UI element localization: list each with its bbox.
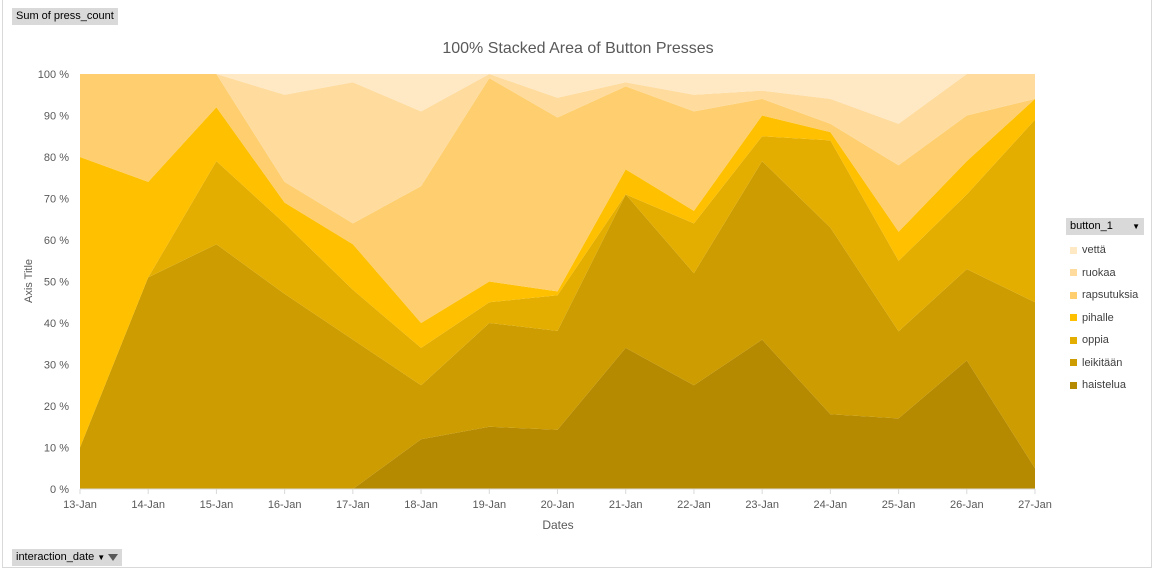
x-tick-label: 27-Jan xyxy=(1018,499,1052,511)
y-tick-label: 30 % xyxy=(44,360,69,372)
values-field-label: Sum of press_count xyxy=(16,10,114,22)
x-tick-label: 17-Jan xyxy=(336,499,370,511)
area-series-group xyxy=(80,74,1035,489)
y-tick-label: 10 % xyxy=(44,443,69,455)
y-tick-label: 70 % xyxy=(44,194,69,206)
legend-item-leikitään: leikitään xyxy=(1070,352,1138,375)
x-tick-label: 24-Jan xyxy=(814,499,848,511)
y-tick-label: 40 % xyxy=(44,318,69,330)
area-series-oppia xyxy=(80,119,1035,448)
legend-item-oppia: oppia xyxy=(1070,329,1138,352)
legend-label: vettä xyxy=(1082,244,1106,257)
filter-icon[interactable] xyxy=(108,554,119,561)
area-series-leikitään xyxy=(80,161,1035,489)
area-series-vettä xyxy=(80,74,1035,124)
legend-item-haistelua: haistelua xyxy=(1070,374,1138,397)
x-tick-label: 22-Jan xyxy=(677,499,711,511)
legend-label: rapsutuksia xyxy=(1082,289,1139,302)
y-tick-label: 90 % xyxy=(44,111,69,123)
legend-swatch xyxy=(1070,359,1077,367)
chart-legend: vettä ruokaa rapsutuksia pihalle oppia leikit… xyxy=(1070,239,1138,397)
values-field-button[interactable]: Sum of press_count xyxy=(12,8,118,25)
axes-group: 0 % 10 % 20 % 30 % 40 % 50 % 60 % 70 % 80 % 90 % 1… xyxy=(38,69,1052,511)
axis-field-button[interactable]: interaction_date ▼ xyxy=(12,549,123,566)
x-tick-label: 13-Jan xyxy=(63,499,97,511)
x-tick-label: 21-Jan xyxy=(609,499,643,511)
y-axis-title: Axis Title xyxy=(23,259,35,303)
x-tick-label: 20-Jan xyxy=(541,499,575,511)
legend-item-rapsutuksia: rapsutuksia xyxy=(1070,284,1138,307)
y-tick-label: 0 % xyxy=(50,484,69,496)
x-tick-label: 23-Jan xyxy=(745,499,779,511)
legend-field-button[interactable]: button_1 ▼ xyxy=(1066,218,1144,235)
x-tick-label: 14-Jan xyxy=(131,499,165,511)
area-series-ruokaa xyxy=(80,74,1035,224)
legend-item-ruokaa: ruokaa xyxy=(1070,262,1138,285)
x-tick-label: 18-Jan xyxy=(404,499,438,511)
legend-field-label: button_1 xyxy=(1070,220,1113,232)
x-tick-label: 19-Jan xyxy=(472,499,506,511)
x-tick-label: 26-Jan xyxy=(950,499,984,511)
y-tick-label: 80 % xyxy=(44,152,69,164)
legend-swatch xyxy=(1070,246,1077,254)
y-tick-label: 20 % xyxy=(44,401,69,413)
legend-swatch xyxy=(1070,381,1077,389)
area-series-rapsutuksia xyxy=(80,74,1035,323)
y-tick-label: 50 % xyxy=(44,277,69,289)
legend-label: haistelua xyxy=(1082,379,1127,392)
legend-swatch xyxy=(1070,336,1077,344)
legend-label: oppia xyxy=(1082,334,1109,347)
axis-field-label: interaction_date xyxy=(16,551,95,563)
legend-swatch xyxy=(1070,269,1077,277)
y-tick-label: 100 % xyxy=(38,69,69,81)
legend-label: ruokaa xyxy=(1082,266,1116,279)
legend-item-vettä: vettä xyxy=(1070,239,1138,262)
x-tick-label: 15-Jan xyxy=(200,499,234,511)
legend-label: pihalle xyxy=(1082,311,1114,324)
x-tick-label: 16-Jan xyxy=(268,499,302,511)
area-series-haistelua xyxy=(80,339,1035,489)
y-tick-label: 60 % xyxy=(44,235,69,247)
dropdown-arrow-icon[interactable]: ▼ xyxy=(1132,222,1140,231)
legend-swatch xyxy=(1070,291,1077,299)
legend-item-pihalle: pihalle xyxy=(1070,307,1138,330)
chart-title: 100% Stacked Area of Button Presses xyxy=(442,40,713,57)
x-axis-title: Dates xyxy=(542,518,573,532)
legend-swatch xyxy=(1070,314,1077,322)
legend-label: leikitään xyxy=(1082,356,1123,369)
x-tick-label: 25-Jan xyxy=(882,499,916,511)
dropdown-arrow-icon[interactable]: ▼ xyxy=(97,553,106,562)
